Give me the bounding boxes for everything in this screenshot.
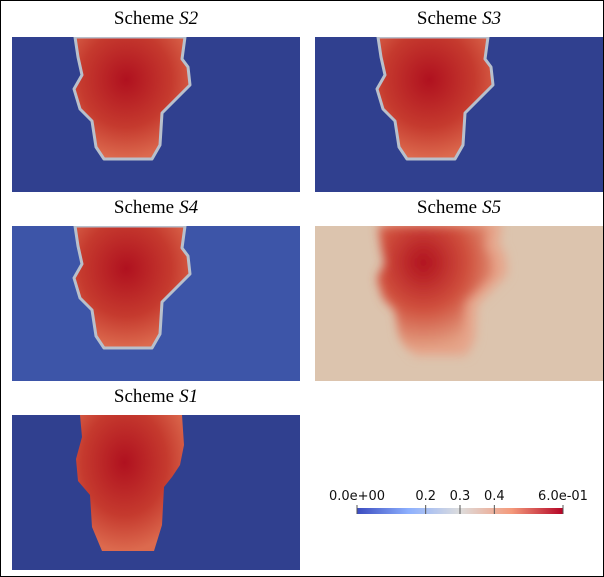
colorbar-tick-label: 0.3 bbox=[450, 489, 471, 504]
title-prefix: Scheme bbox=[114, 386, 174, 407]
panel-content bbox=[72, 226, 192, 350]
panel-content bbox=[76, 415, 184, 551]
panel bbox=[12, 226, 300, 381]
title-scheme: S5 bbox=[482, 197, 501, 218]
title-prefix: Scheme bbox=[114, 8, 174, 29]
concentration-blob bbox=[76, 415, 184, 551]
concentration-blob bbox=[375, 37, 495, 161]
panel-title: Scheme S5 bbox=[417, 197, 501, 218]
title-scheme: S1 bbox=[179, 386, 198, 407]
panel-content bbox=[72, 37, 192, 161]
colorbar-tick-label: 0.4 bbox=[484, 489, 505, 504]
panel-title: Scheme S2 bbox=[114, 8, 199, 29]
panel-content bbox=[377, 226, 508, 356]
colorbar-tick-label: 0.2 bbox=[415, 489, 436, 504]
title-scheme: S4 bbox=[179, 197, 199, 218]
colorbar-tick-label: 0.0e+00 bbox=[329, 489, 385, 504]
title-prefix: Scheme bbox=[417, 197, 477, 218]
panel bbox=[315, 226, 603, 381]
panel bbox=[12, 37, 300, 192]
concentration-blob bbox=[377, 226, 493, 348]
colorbar-tick-label: 6.0e-01 bbox=[538, 489, 588, 504]
panel-title: Scheme S1 bbox=[114, 386, 198, 407]
title-prefix: Scheme bbox=[417, 8, 477, 29]
panel-title: Scheme S3 bbox=[417, 8, 501, 29]
panel-content bbox=[375, 37, 495, 161]
panel bbox=[315, 37, 603, 192]
panel bbox=[12, 415, 300, 570]
concentration-blob bbox=[72, 226, 192, 350]
panel-title: Scheme S4 bbox=[114, 197, 199, 218]
title-scheme: S2 bbox=[179, 8, 199, 29]
concentration-blob bbox=[72, 37, 192, 161]
title-scheme: S3 bbox=[482, 8, 501, 29]
title-prefix: Scheme bbox=[114, 197, 174, 218]
